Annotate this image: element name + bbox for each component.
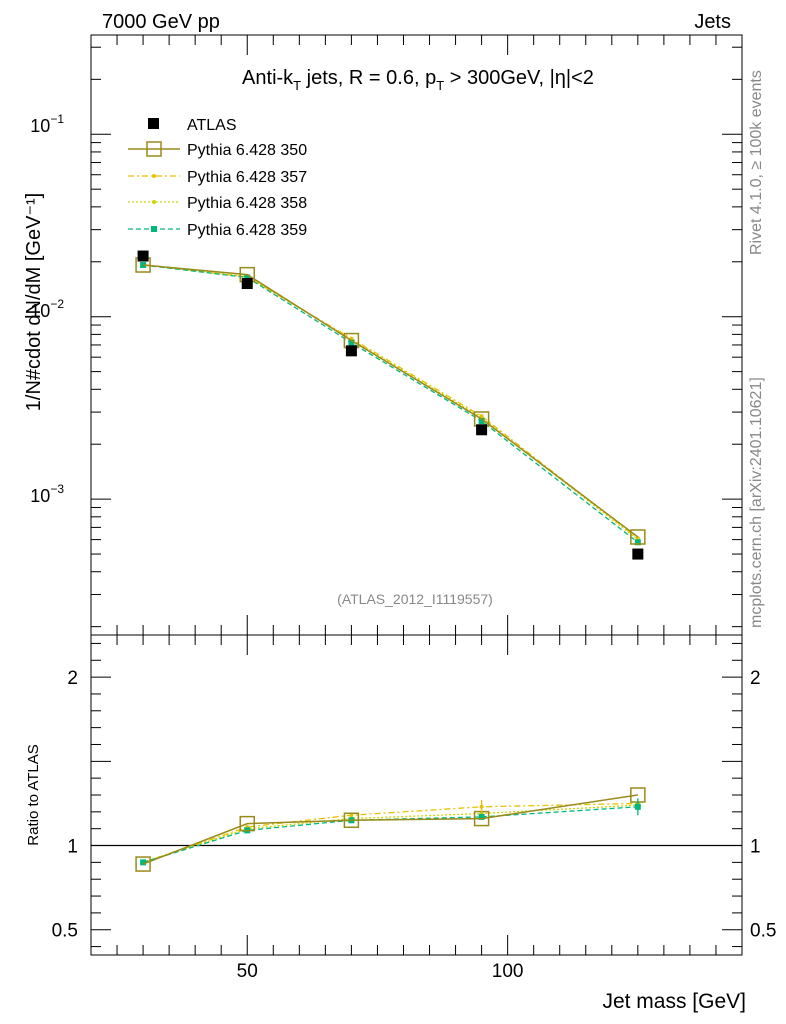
analysis-watermark: (ATLAS_2012_I1119557) [337,591,493,607]
ytick-label-1: 10−2 [30,297,64,321]
legend-entry-p350: Pythia 6.428 350 [128,141,307,159]
legend-marker-p350 [146,141,162,157]
rivet-label: Rivet 4.1.0, ≥ 100k events [748,70,765,255]
ratio-point-p359 [478,813,485,820]
ratio-ytick-label-right: 2 [750,668,761,689]
main-series-p350 [135,257,646,545]
ratio-line-p350 [142,794,638,865]
main-point-atlas [632,548,644,560]
main-line-p357 [143,263,639,539]
header-right: Jets [694,11,731,33]
ratio-series-p350 [135,787,646,872]
xtick-labels: 50 100 [237,961,524,982]
plot-title: Anti-kT jets, R = 0.6, pT > 300GeV, |η|<… [242,67,594,93]
ratio-ytick-label-left: 1 [67,837,78,858]
legend-entry-p357: Pythia 6.428 357 [128,169,307,186]
ratio-line-p358 [142,804,638,863]
legend-label-p350: Pythia 6.428 350 [187,142,307,159]
ratio-ytick-label-right: 0.5 [750,921,776,942]
main-ytick-labels: 10−1 10−2 10−3 [30,112,64,506]
main-line-p358 [143,264,639,541]
legend-label-p359: Pythia 6.428 359 [187,222,307,239]
main-point-p350 [630,529,646,545]
legend-entry-atlas: ATLAS [148,117,237,134]
ratio-point-p359 [140,859,147,866]
main-point-atlas [137,250,149,262]
ratio-point-p357 [349,813,354,818]
ratio-point-p350 [135,856,151,872]
ratio-line-p359 [142,806,638,863]
ratio-ytick-label-right: 1 [750,837,761,858]
main-line-p350 [143,264,639,538]
xtick-label: 100 [492,961,524,982]
main-series-group [135,250,646,560]
ratio-point-p350 [343,812,360,829]
ratio-ytick-label-left: 2 [67,668,78,689]
main-point-p359 [634,539,641,546]
main-point-atlas [241,278,253,290]
legend-entry-p359: Pythia 6.428 359 [128,222,307,239]
legend-marker-p357 [152,174,156,178]
legend: ATLAS Pythia 6.428 350 Pythia 6.428 357 … [128,117,307,239]
ratio-ylabel: Ratio to ATLAS [25,744,42,845]
main-point-p359 [244,274,251,281]
main-series-atlas [137,250,644,560]
ratio-point-p350 [239,815,255,832]
main-point-p357 [479,414,484,419]
xtick-label: 50 [237,961,258,982]
main-series-p358 [141,263,640,542]
ratio-line-p357 [142,802,638,863]
legend-label-p357: Pythia 6.428 357 [187,169,307,186]
main-series-p357 [141,262,640,541]
legend-marker-p358 [152,200,156,204]
main-ylabel: 1/N#cdot dN/dM [GeV⁻¹] [23,193,45,411]
legend-label-atlas: ATLAS [187,117,237,134]
main-point-p359 [348,339,355,346]
ytick-label-2: 10−3 [30,482,64,506]
ytick-label-0: 10−1 [30,112,64,136]
main-series-p359 [140,262,641,546]
mcplots-label: mcplots.cern.ch [arXiv:2401.10621] [748,377,765,628]
legend-label-p358: Pythia 6.428 358 [187,195,307,212]
ratio-ytick-labels: 0.5 0.5 1 1 2 2 [52,668,777,942]
legend-marker-p359 [151,226,157,232]
legend-entry-p358: Pythia 6.428 358 [128,195,307,212]
main-line-p359 [143,264,639,543]
main-point-atlas [345,345,357,357]
main-point-p359 [478,418,485,425]
legend-marker-atlas [148,118,159,129]
ratio-series-group [135,787,646,872]
main-point-atlas [476,424,488,436]
x-axis-title: Jet mass [GeV] [602,990,746,1013]
header-left: 7000 GeV pp [102,11,220,33]
ratio-ytick-label-left: 0.5 [52,921,78,942]
